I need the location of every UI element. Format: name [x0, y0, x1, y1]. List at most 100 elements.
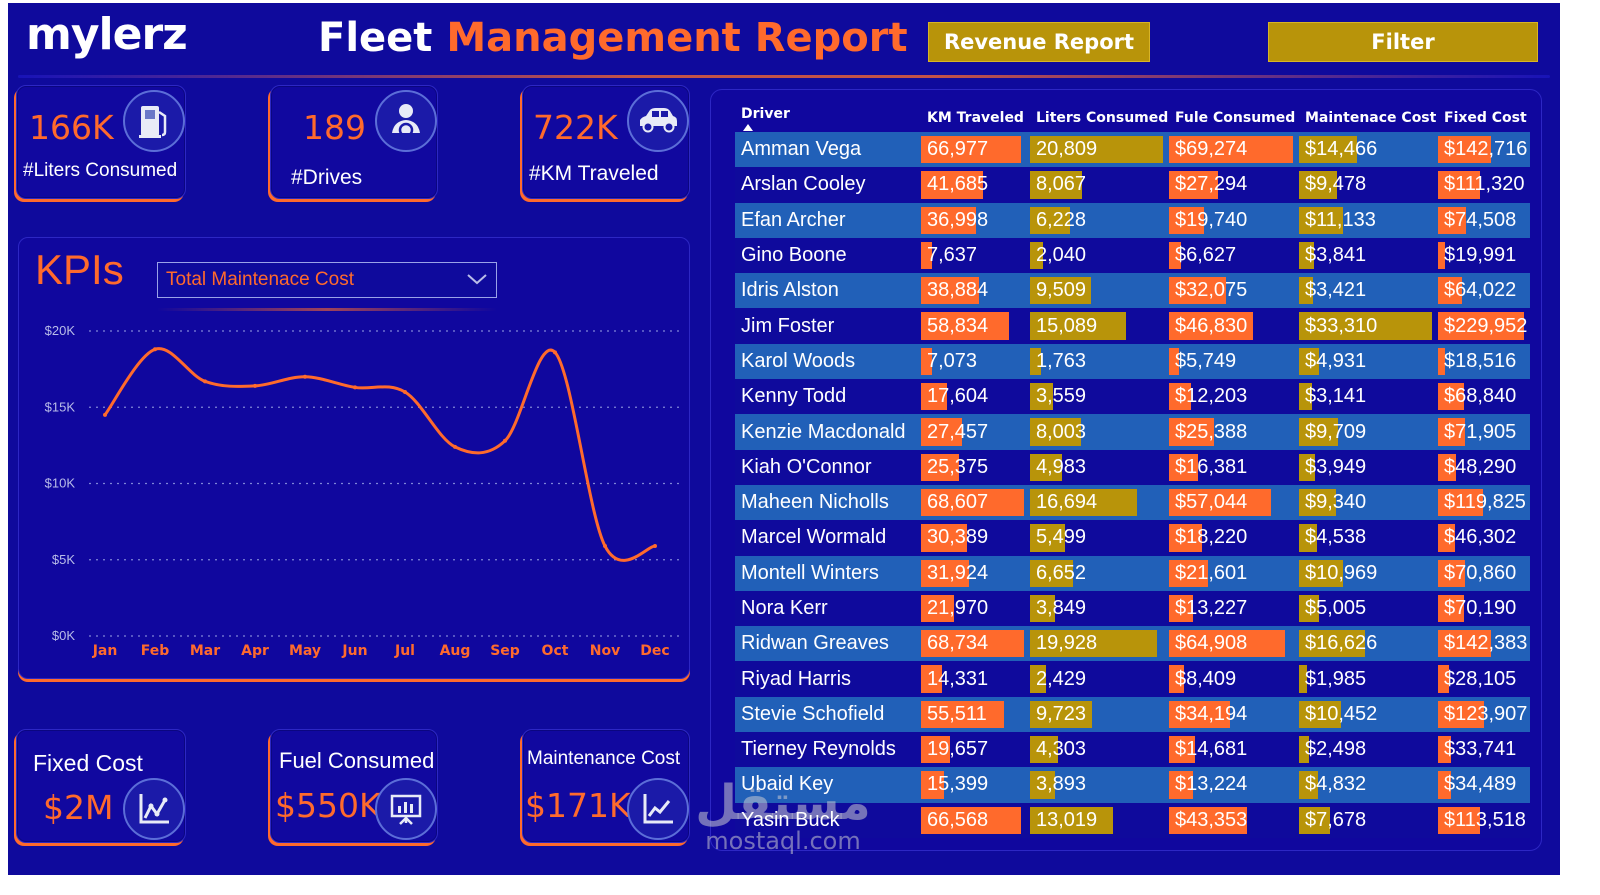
metric-cell: $11,133 — [1299, 202, 1438, 238]
x-tick-label: Nov — [590, 643, 620, 659]
kpi-title: KPIs — [35, 246, 124, 293]
driver-name-cell: Gino Boone — [735, 237, 921, 274]
column-header-driver[interactable]: Driver — [735, 104, 921, 132]
table-row[interactable]: Yasin Buck 66,568 13,019 $43,353 $7,678 $113,… — [735, 802, 1530, 838]
driver-name-cell: Riyad Harris — [735, 661, 921, 697]
data-point[interactable] — [203, 379, 207, 384]
data-point[interactable] — [403, 390, 407, 394]
data-bar — [921, 488, 1024, 517]
column-header-km-traveled[interactable]: KM Traveled — [927, 110, 1024, 126]
data-point[interactable] — [353, 385, 357, 390]
sort-ascending-icon[interactable] — [743, 123, 753, 131]
revenue-report-button[interactable]: Revenue Report — [928, 22, 1150, 62]
table-row[interactable]: Marcel Wormald 30,389 5,499 $18,220 $4,538 $4… — [735, 520, 1530, 556]
table-row[interactable]: Tierney Reynolds 19,657 4,303 $14,681 $2,498… — [735, 732, 1530, 768]
driver-name-cell: Montell Winters — [735, 555, 921, 591]
data-bar — [1438, 771, 1451, 799]
data-point[interactable] — [553, 350, 557, 355]
data-bar — [1299, 418, 1338, 446]
column-header-fixed-cost[interactable]: Fixed Cost — [1444, 110, 1527, 126]
data-point[interactable] — [103, 412, 107, 417]
data-point[interactable] — [253, 383, 257, 388]
data-point[interactable] — [503, 438, 507, 443]
fuel-consumed-value: $550K — [275, 786, 381, 825]
metric-cell: $74,508 — [1438, 202, 1530, 238]
drives-card: 189 #Drives — [270, 85, 438, 199]
data-bar — [1438, 171, 1480, 199]
data-bar — [1169, 453, 1198, 481]
data-bar — [1169, 806, 1247, 834]
table-row[interactable]: Kiah O'Connor 25,375 4,983 $16,381 $3,949 $48… — [735, 449, 1530, 485]
x-tick-label: Sep — [490, 643, 520, 659]
table-row[interactable]: Gino Boone 7,637 2,040 $6,627 $3,841 $19,991 — [735, 237, 1530, 274]
column-header-fule-consumed[interactable]: Fule Consumed — [1175, 110, 1296, 126]
data-bar — [1169, 630, 1285, 658]
metric-cell: 8,067 — [1030, 167, 1169, 203]
metric-cell: $18,516 — [1438, 343, 1530, 380]
table-row[interactable]: Kenny Todd 17,604 3,559 $12,203 $3,141 $68,84… — [735, 379, 1530, 415]
metric-cell: $71,905 — [1438, 414, 1530, 450]
data-point[interactable] — [303, 374, 307, 379]
metric-cell: 21,970 — [921, 590, 1030, 627]
series-line[interactable] — [103, 347, 656, 562]
table-row[interactable]: Efan Archer 36,998 6,228 $19,740 $11,133 $74,… — [735, 202, 1530, 238]
fixed-cost-card: Fixed Cost $2M — [16, 729, 186, 843]
table-row[interactable]: Arslan Cooley 41,685 8,067 $27,294 $9,478 $11… — [735, 167, 1530, 203]
data-point[interactable] — [603, 544, 607, 549]
data-bar — [921, 312, 1009, 340]
table-row[interactable]: Stevie Schofield 55,511 9,723 $34,194 $10,45… — [735, 696, 1530, 733]
driver-name-cell: Nora Kerr — [735, 590, 921, 627]
data-point[interactable] — [453, 444, 457, 449]
table-row[interactable]: Karol Woods 7,073 1,763 $5,749 $4,931 $18,516 — [735, 343, 1530, 380]
table-row[interactable]: Jim Foster 58,834 15,089 $46,830 $33,310 $229… — [735, 308, 1530, 344]
table-row[interactable]: Nora Kerr 21,970 3,849 $13,227 $5,005 $70,190 — [735, 590, 1530, 627]
data-bar — [1299, 453, 1315, 481]
metric-cell: $21,601 — [1169, 555, 1299, 591]
driver-name-cell: Yasin Buck — [735, 802, 921, 838]
data-bar — [1299, 524, 1317, 552]
filter-button[interactable]: Filter — [1268, 22, 1538, 62]
driver-name-cell: Kenzie Macdonald — [735, 414, 921, 450]
chevron-down-icon[interactable] — [466, 269, 488, 295]
x-tick-label: Mar — [190, 643, 220, 659]
x-tick-label: Feb — [141, 643, 170, 659]
title-white: Fleet — [318, 15, 433, 61]
table-row[interactable]: Maheen Nicholls 68,607 16,694 $57,044 $9,340… — [735, 484, 1530, 521]
table-row[interactable]: Ridwan Greaves 68,734 19,928 $64,908 $16,626… — [735, 626, 1530, 662]
table-row[interactable]: Riyad Harris 14,331 2,429 $8,409 $1,985 $28,1… — [735, 661, 1530, 697]
metric-cell: $14,466 — [1299, 132, 1438, 168]
metric-cell: 3,893 — [1030, 767, 1169, 803]
table-row[interactable]: Idris Alston 38,884 9,509 $32,075 $3,421 $64,… — [735, 273, 1530, 309]
table-row[interactable]: Kenzie Macdonald 27,457 8,003 $25,388 $9,709… — [735, 414, 1530, 450]
x-tick-label: May — [289, 643, 321, 659]
data-bar — [1438, 665, 1449, 693]
table-row[interactable]: Montell Winters 31,924 6,652 $21,601 $10,969… — [735, 555, 1530, 591]
metric-cell: $13,227 — [1169, 590, 1299, 627]
data-bar — [1438, 806, 1480, 834]
data-bar — [1299, 806, 1330, 834]
table-row[interactable]: Ubaid Key 15,399 3,893 $13,224 $4,832 $34,489 — [735, 767, 1530, 803]
column-header-liters-consumed[interactable]: Liters Consumed — [1036, 110, 1169, 126]
metric-cell: $142,383 — [1438, 626, 1530, 662]
data-bar — [1299, 665, 1307, 693]
data-point[interactable] — [153, 347, 157, 352]
kpi-measure-dropdown[interactable]: Total Maintenace Cost — [157, 262, 497, 298]
column-header-maintenace-cost[interactable]: Maintenace Cost — [1305, 110, 1437, 126]
data-bar — [1438, 700, 1484, 729]
table-row[interactable]: Amman Vega 66,977 20,809 $69,274 $14,466 $142… — [735, 132, 1530, 168]
data-point[interactable] — [653, 544, 657, 549]
x-tick-label: Dec — [640, 643, 669, 659]
data-bar — [1030, 524, 1065, 552]
mylerz-logo: mylerz — [26, 9, 188, 60]
km-traveled-value: 722K — [533, 108, 618, 147]
data-bar — [1030, 736, 1058, 764]
watermark-arabic: مستقل — [695, 775, 871, 831]
km-traveled-label: #KM Traveled — [529, 162, 659, 185]
metric-cell: 27,457 — [921, 414, 1030, 450]
data-bar — [921, 736, 950, 764]
metric-cell: $142,716 — [1438, 132, 1530, 168]
page-title: Fleet Management Report — [318, 15, 908, 61]
metric-cell: $19,991 — [1438, 237, 1530, 274]
data-bar — [921, 453, 959, 481]
presentation-chart-icon — [375, 778, 437, 840]
